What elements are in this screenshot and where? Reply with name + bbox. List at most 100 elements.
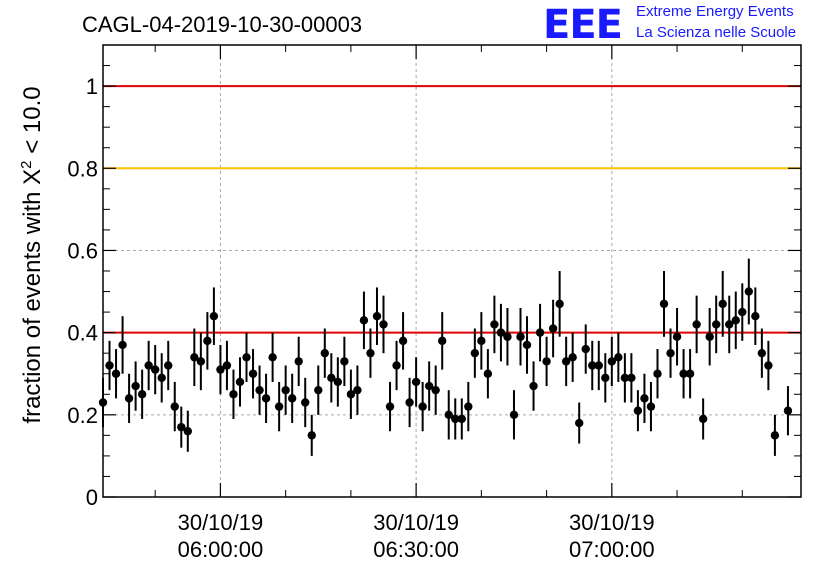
data-point xyxy=(196,357,206,366)
data-point xyxy=(340,357,349,366)
data-point xyxy=(516,332,525,341)
data-point xyxy=(561,357,571,366)
data-point xyxy=(314,385,323,395)
data-point xyxy=(477,336,486,346)
data-point xyxy=(118,340,127,350)
data-point xyxy=(248,369,258,378)
logo-line-1: Extreme Energy Events xyxy=(636,3,794,20)
data-point xyxy=(144,361,153,370)
data-point xyxy=(294,357,303,366)
data-point xyxy=(679,369,688,378)
data-point xyxy=(601,373,610,383)
data-point xyxy=(235,377,245,387)
data-point xyxy=(444,410,453,420)
data-point xyxy=(379,320,388,329)
data-point xyxy=(738,307,747,317)
data-point xyxy=(405,398,414,407)
data-point xyxy=(555,299,564,309)
data-point xyxy=(131,381,140,391)
data-point xyxy=(105,361,114,370)
y-axis-label-main: fraction of events with X xyxy=(19,169,46,424)
logo-line-2: La Scienza nelle Scuole xyxy=(636,24,797,41)
data-point xyxy=(757,348,767,358)
data-point xyxy=(581,344,590,354)
data-point xyxy=(301,398,310,407)
y-axis-label-sup: 2 xyxy=(18,160,35,168)
data-point xyxy=(320,348,329,358)
data-point xyxy=(431,385,440,395)
y-tick-label: 0.6 xyxy=(67,238,98,263)
plot-frame xyxy=(102,44,802,498)
data-point xyxy=(751,312,760,321)
data-point xyxy=(692,320,701,329)
data-point xyxy=(685,369,695,378)
data-point xyxy=(607,357,617,366)
data-point xyxy=(503,332,512,341)
data-point xyxy=(633,406,643,415)
data-point xyxy=(418,402,427,411)
data-point xyxy=(711,320,721,329)
data-point xyxy=(424,381,434,391)
data-point xyxy=(229,390,238,399)
data-point xyxy=(522,340,532,350)
data-point xyxy=(411,377,421,387)
data-point xyxy=(725,320,734,329)
data-point xyxy=(470,348,480,358)
x-tick-label-time: 06:30:00 xyxy=(373,537,459,562)
data-point xyxy=(627,373,636,383)
data-point xyxy=(659,299,669,309)
data-point xyxy=(359,316,369,325)
y-tick-label: 0.8 xyxy=(67,156,98,181)
data-point xyxy=(150,365,160,374)
data-point xyxy=(242,353,251,362)
data-point xyxy=(640,394,649,403)
data-point xyxy=(333,377,343,387)
data-point xyxy=(614,353,623,362)
data-point xyxy=(646,402,656,411)
x-tick-label-date: 30/10/19 xyxy=(569,510,655,535)
data-point xyxy=(366,348,375,358)
data-point xyxy=(209,312,219,321)
data-point xyxy=(157,373,166,383)
data-point xyxy=(346,390,356,399)
y-axis-label: fraction of events with X2 < 10.0 xyxy=(18,86,46,423)
data-point xyxy=(718,299,727,309)
data-point xyxy=(588,361,597,370)
y-tick-label: 0 xyxy=(86,485,98,510)
grid xyxy=(103,45,801,497)
x-tick-label-date: 30/10/19 xyxy=(373,510,459,535)
data-point xyxy=(783,406,793,415)
data-point xyxy=(372,312,382,321)
data-point xyxy=(653,369,662,378)
data-point xyxy=(620,373,630,383)
data-point xyxy=(496,328,506,337)
data-point xyxy=(255,385,264,395)
data-point xyxy=(222,361,232,370)
data-point xyxy=(457,414,466,424)
data-point xyxy=(542,357,551,366)
page-title: CAGL-04-2019-10-30-00003 xyxy=(82,12,363,37)
data-point xyxy=(177,422,186,432)
y-axis: 0 0.2 0.4 0.6 0.8 1 xyxy=(67,65,801,510)
data-point xyxy=(281,385,290,395)
data-point xyxy=(164,361,173,370)
data-point xyxy=(666,348,675,358)
data-point xyxy=(307,431,316,440)
data-point xyxy=(327,373,336,383)
data-point xyxy=(451,414,460,424)
data-point xyxy=(170,402,179,411)
data-point xyxy=(548,324,558,333)
x-tick-label-date: 30/10/19 xyxy=(178,510,264,535)
data-point xyxy=(568,353,577,362)
data-point xyxy=(672,332,682,341)
data-point xyxy=(509,410,519,420)
x-tick-label-time: 06:00:00 xyxy=(178,537,264,562)
data-point xyxy=(203,336,212,346)
data-point xyxy=(392,361,401,370)
data-point xyxy=(529,381,538,391)
data-point xyxy=(575,418,584,428)
y-tick-label: 1 xyxy=(86,74,98,99)
data-point xyxy=(353,385,362,395)
y-tick-label: 0.4 xyxy=(67,321,98,346)
y-tick-label: 0.2 xyxy=(67,403,98,428)
